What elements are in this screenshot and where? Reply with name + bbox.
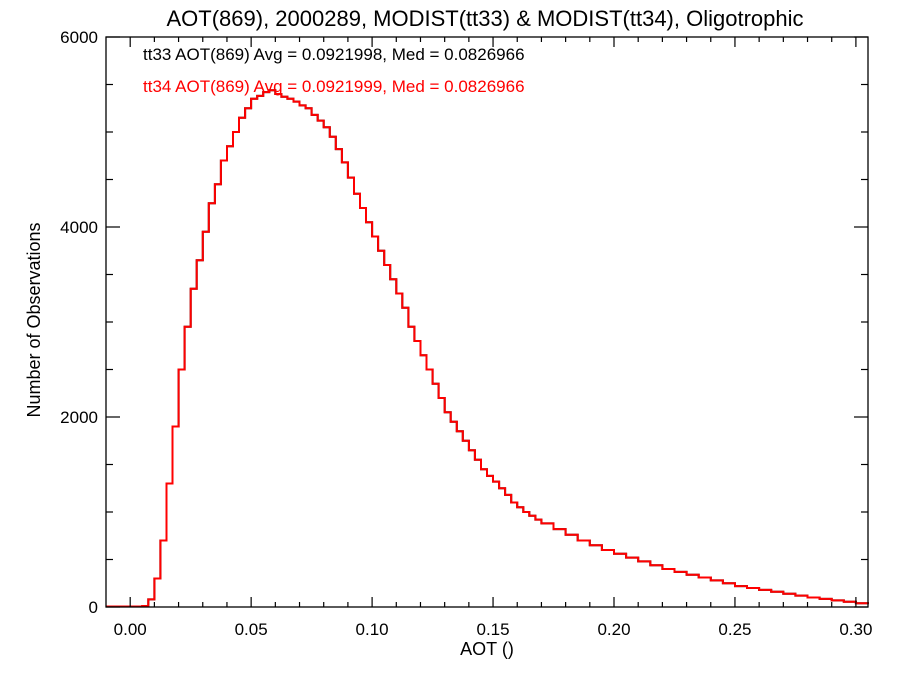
x-tick-label: 0.15 [477, 620, 510, 639]
plot-frame [105, 36, 869, 608]
x-tick-label: 0.25 [718, 620, 751, 639]
axes-layer: 0.00 0.05 0.10 0.15 0.20 0.25 0.30 0 2000 4000 600… [60, 28, 872, 639]
x-tick-label: 0.20 [597, 620, 630, 639]
y-tick-label: 4000 [60, 218, 98, 237]
y-tick-label: 2000 [60, 408, 98, 427]
legend-annotation-tt34: tt34 AOT(869) Avg = 0.0921999, Med = 0.0… [143, 77, 525, 96]
series-layer [106, 89, 869, 608]
x-axis-label: AOT () [460, 639, 514, 659]
y-axis-label: Number of Observations [24, 222, 44, 417]
x-tick-label: 0.10 [356, 620, 389, 639]
histogram-series-1 [106, 89, 869, 608]
x-tick-label: 0.00 [114, 620, 147, 639]
legend-annotation-tt33: tt33 AOT(869) Avg = 0.0921998, Med = 0.0… [143, 45, 525, 64]
y-tick-label: 0 [89, 598, 98, 617]
x-tick-label: 0.05 [235, 620, 268, 639]
y-tick-label: 6000 [60, 28, 98, 47]
chart-title: AOT(869), 2000289, MODIST(tt33) & MODIST… [167, 6, 804, 31]
x-tick-label: 0.30 [839, 620, 872, 639]
